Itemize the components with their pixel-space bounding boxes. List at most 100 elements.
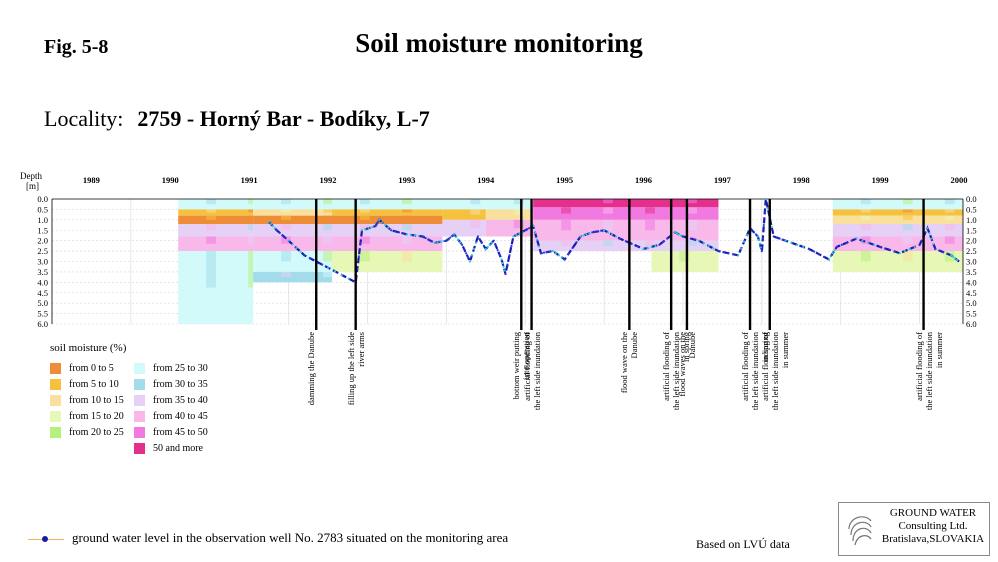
groundwater-point <box>802 245 805 249</box>
moisture-cell <box>281 199 291 205</box>
groundwater-series <box>268 198 960 285</box>
groundwater-point <box>722 251 725 254</box>
moisture-cell <box>360 251 370 262</box>
groundwater-point <box>506 263 509 266</box>
groundwater-point <box>417 234 420 238</box>
groundwater-point <box>273 227 276 230</box>
groundwater-point <box>571 246 574 250</box>
legend-item: from 35 to 40 <box>134 395 208 409</box>
groundwater-legend-swatch <box>28 535 64 542</box>
moisture-cell <box>248 199 254 205</box>
groundwater-point <box>486 245 489 249</box>
groundwater-point <box>436 241 439 244</box>
groundwater-point <box>381 221 384 224</box>
company-name: GROUND WATER Consulting Ltd. Bratislava,… <box>879 507 987 546</box>
moisture-cell <box>860 224 871 231</box>
groundwater-point <box>928 232 931 235</box>
company-line1: GROUND WATER <box>889 507 977 519</box>
year-tick-label: 1992 <box>320 175 337 185</box>
legend-label: from 35 to 40 <box>153 395 208 406</box>
moisture-cell <box>281 271 291 278</box>
moisture-cell <box>533 199 719 208</box>
groundwater-point <box>447 238 450 241</box>
depth-tick-label: 5.5 <box>966 309 977 319</box>
moisture-cell <box>470 219 481 229</box>
groundwater-point <box>781 238 784 241</box>
year-tick-label: 1998 <box>793 175 810 185</box>
legend-item: from 30 to 35 <box>134 379 208 393</box>
legend-label: from 30 to 35 <box>153 379 208 390</box>
groundwater-point <box>763 210 766 214</box>
groundwater-point <box>954 257 957 260</box>
moisture-cell <box>323 209 333 213</box>
moisture-cell <box>687 207 697 214</box>
groundwater-point <box>745 233 749 237</box>
groundwater-point <box>394 230 397 233</box>
legend-item: from 25 to 30 <box>134 363 208 377</box>
moisture-cell <box>944 199 955 205</box>
groundwater-point <box>867 241 870 244</box>
groundwater-point <box>674 231 677 234</box>
groundwater-point <box>693 238 696 241</box>
groundwater-point <box>790 241 793 244</box>
depth-tick-label: 1.0 <box>966 215 977 225</box>
groundwater-point <box>955 258 959 262</box>
groundwater-point <box>551 249 554 253</box>
groundwater-point <box>697 239 700 242</box>
moisture-cell <box>645 207 655 214</box>
event-label: flood waves on the Danube <box>676 332 697 397</box>
depth-axis-unit: [m] <box>26 181 39 191</box>
moisture-cell <box>470 209 481 215</box>
legend-swatch <box>50 379 61 391</box>
moisture-cell <box>248 251 254 288</box>
moisture-cell <box>323 224 333 231</box>
depth-tick-label: 0.0 <box>966 194 977 204</box>
groundwater-point <box>439 240 442 243</box>
groundwater-point <box>500 258 503 261</box>
groundwater-point <box>478 238 481 241</box>
depth-tick-label: 3.5 <box>966 267 977 277</box>
groundwater-point <box>510 244 513 247</box>
moisture-cell <box>603 199 613 204</box>
moisture-cell <box>533 240 719 252</box>
groundwater-point <box>614 235 618 238</box>
groundwater-point <box>387 226 390 229</box>
moisture-cell <box>206 215 216 220</box>
moisture-cell <box>944 251 955 262</box>
groundwater-point <box>488 243 491 246</box>
moisture-cell <box>687 240 697 246</box>
legend-label: from 15 to 20 <box>69 411 124 422</box>
groundwater-point <box>591 231 594 234</box>
groundwater-point <box>603 229 606 232</box>
year-tick-label: 1999 <box>872 175 889 185</box>
groundwater-point <box>764 197 767 201</box>
moisture-cell <box>360 236 370 244</box>
legend-swatch <box>50 411 61 423</box>
moisture-cell <box>902 236 913 244</box>
groundwater-point <box>464 252 468 255</box>
legend-label: from 45 to 50 <box>153 427 208 438</box>
groundwater-point <box>813 250 816 253</box>
groundwater-point <box>831 252 834 255</box>
groundwater-point <box>778 237 781 240</box>
groundwater-point <box>560 256 563 259</box>
groundwater-point <box>340 273 343 277</box>
moisture-cell <box>402 236 412 244</box>
groundwater-point <box>740 247 743 250</box>
groundwater-point <box>624 240 627 243</box>
moisture-cell <box>253 199 333 210</box>
moisture-cell <box>281 215 291 220</box>
groundwater-point <box>397 231 401 234</box>
depth-tick-label: 5.5 <box>37 309 48 319</box>
moisture-cell <box>645 199 655 204</box>
groundwater-point <box>712 247 715 250</box>
groundwater-point <box>360 229 364 232</box>
groundwater-point <box>498 253 501 256</box>
moisture-cell <box>902 209 913 213</box>
groundwater-point <box>374 224 377 228</box>
depth-tick-label: 2.0 <box>37 236 48 246</box>
depth-tick-label: 2.5 <box>966 246 977 256</box>
groundwater-point <box>433 241 436 244</box>
groundwater-point <box>542 251 546 254</box>
depth-tick-label: 0.5 <box>37 204 48 214</box>
